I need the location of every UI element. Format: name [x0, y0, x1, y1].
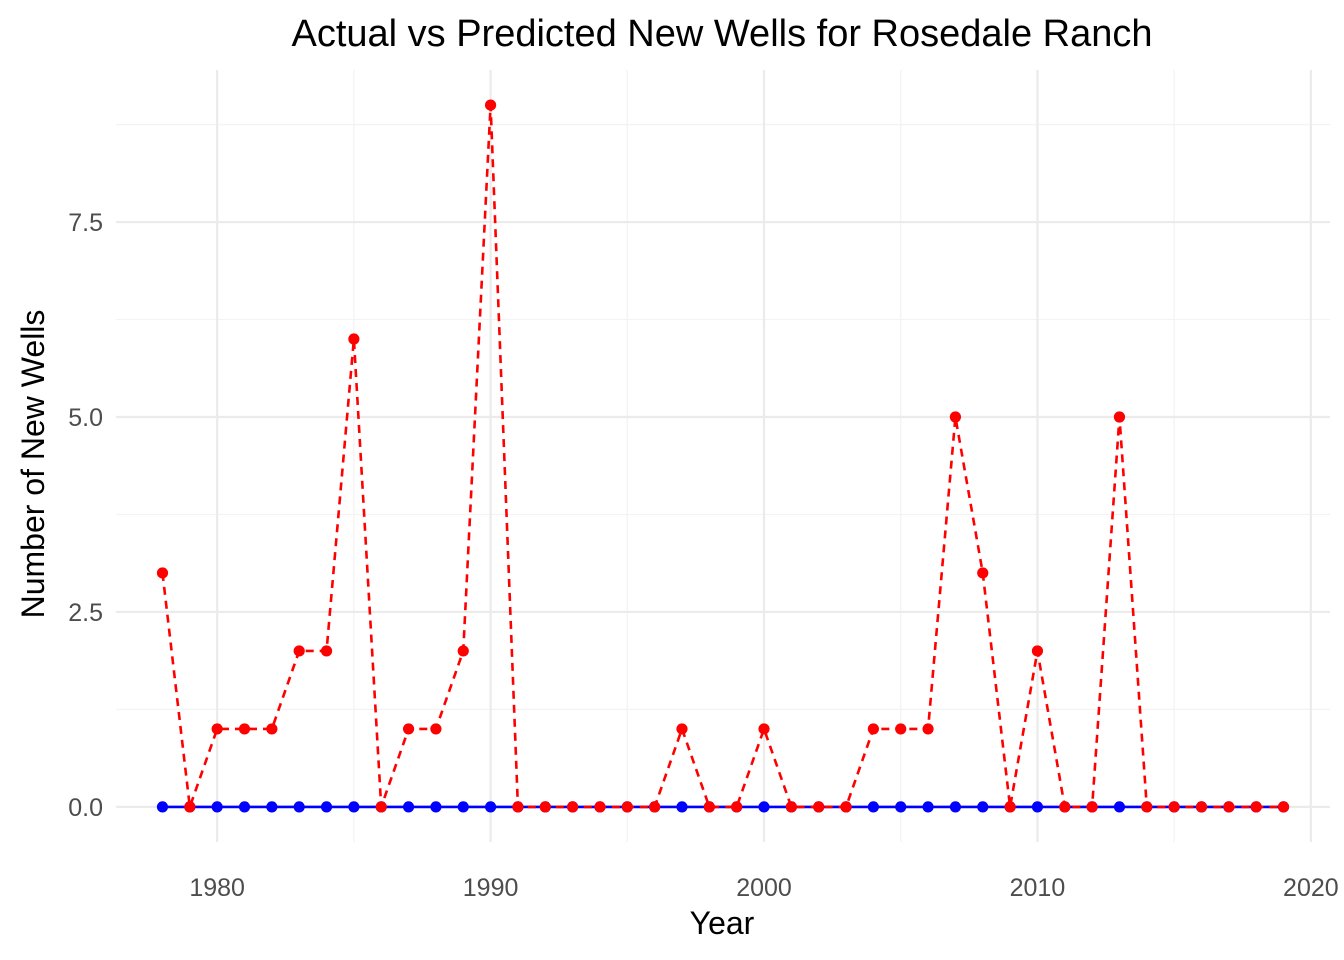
- data-point: [484, 801, 497, 813]
- data-point: [676, 723, 688, 735]
- data-point: [238, 723, 251, 735]
- data-point: [430, 801, 442, 813]
- data-point: [840, 801, 852, 813]
- series-2: [156, 99, 1290, 813]
- data-point: [320, 645, 333, 657]
- data-point: [375, 801, 387, 813]
- data-point: [703, 801, 715, 813]
- data-point: [977, 801, 989, 813]
- minor-gridlines: [116, 70, 1330, 842]
- data-point: [977, 567, 989, 579]
- data-point: [211, 723, 223, 735]
- x-tick-label: 1990: [463, 874, 519, 902]
- x-tick-label: 2020: [1283, 874, 1339, 902]
- data-point: [758, 801, 770, 813]
- data-point: [813, 801, 825, 813]
- data-point: [156, 567, 169, 579]
- data-point: [1059, 801, 1071, 813]
- data-point: [1031, 645, 1044, 657]
- x-tick-label: 2000: [736, 874, 792, 902]
- data-point: [348, 333, 360, 345]
- data-point: [867, 801, 879, 813]
- major-gridlines: [116, 70, 1330, 842]
- data-point: [895, 801, 907, 813]
- data-point: [649, 801, 661, 813]
- data-point: [293, 645, 305, 657]
- x-tick-label: 2010: [1010, 874, 1066, 902]
- data-point: [1168, 801, 1180, 813]
- data-point: [1113, 411, 1126, 423]
- data-point: [293, 801, 305, 813]
- y-axis-title: Number of New Wells: [15, 310, 51, 619]
- data-point: [512, 801, 524, 813]
- data-point: [457, 801, 469, 813]
- y-tick-label: 7.5: [68, 209, 103, 237]
- series-1: [156, 801, 1290, 813]
- data-point: [266, 801, 278, 813]
- data-point: [1250, 801, 1262, 813]
- chart-title: Actual vs Predicted New Wells for Roseda…: [291, 13, 1152, 55]
- data-point: [731, 801, 743, 813]
- data-point: [895, 723, 907, 735]
- data-point: [676, 801, 688, 813]
- x-tick-label: 1980: [189, 874, 245, 902]
- data-point: [1195, 801, 1208, 813]
- data-point: [402, 723, 415, 735]
- data-point: [1086, 801, 1098, 813]
- data-point: [785, 801, 797, 813]
- data-point: [867, 723, 879, 735]
- data-point: [266, 723, 278, 735]
- y-tick-label: 2.5: [68, 599, 103, 627]
- data-point: [484, 99, 497, 111]
- data-point: [949, 801, 962, 813]
- data-point: [539, 801, 551, 813]
- data-point: [402, 801, 415, 813]
- data-point: [184, 801, 196, 813]
- data-point: [156, 801, 169, 813]
- data-point: [922, 723, 934, 735]
- data-point: [320, 801, 333, 813]
- series-layer: [156, 99, 1290, 813]
- data-point: [594, 801, 606, 813]
- data-point: [567, 801, 579, 813]
- x-axis-title: Year: [690, 905, 755, 941]
- y-tick-label: 5.0: [68, 404, 103, 432]
- data-point: [211, 801, 223, 813]
- data-point: [621, 801, 633, 813]
- data-point: [758, 723, 770, 735]
- data-point: [1031, 801, 1044, 813]
- data-point: [949, 411, 962, 423]
- data-point: [1141, 801, 1153, 813]
- data-point: [922, 801, 934, 813]
- data-point: [457, 645, 469, 657]
- data-point: [238, 801, 251, 813]
- x-tick-labels: 1980 1990 2000 2010 2020: [189, 874, 1338, 902]
- data-point: [348, 801, 360, 813]
- data-point: [1223, 801, 1235, 813]
- series-line: [161, 103, 1284, 809]
- data-point: [1004, 801, 1016, 813]
- data-point: [1277, 801, 1290, 813]
- data-point: [430, 723, 442, 735]
- data-point: [1113, 801, 1126, 813]
- y-tick-label: 0.0: [68, 794, 103, 822]
- y-tick-labels: 0.0 2.5 5.0 7.5: [68, 209, 103, 822]
